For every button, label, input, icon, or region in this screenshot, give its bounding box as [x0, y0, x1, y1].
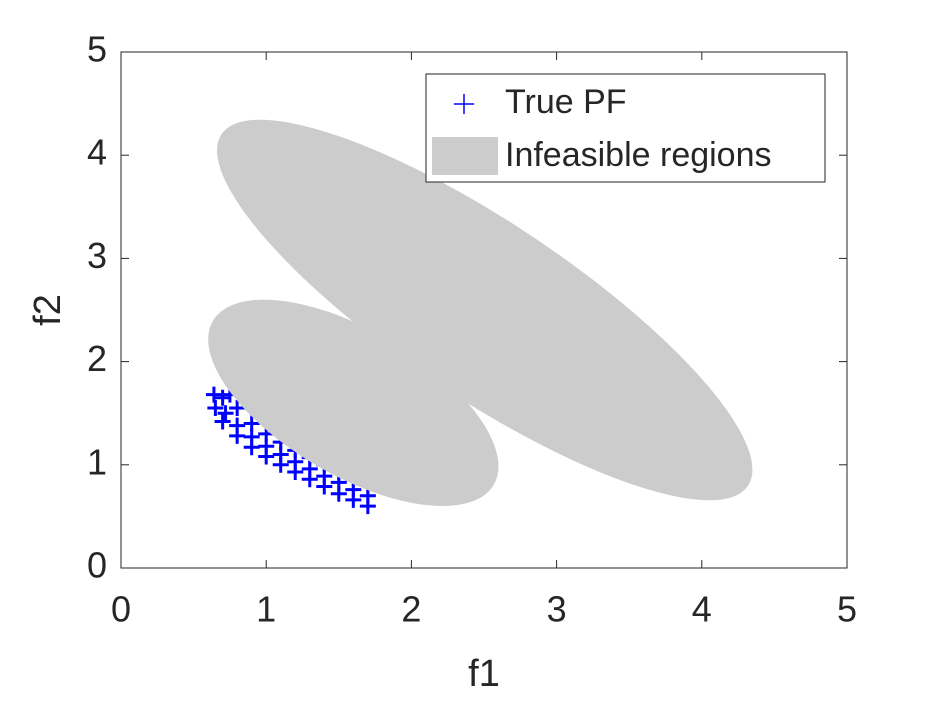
y-tick-label: 1: [87, 441, 107, 482]
plot-area: [205, 119, 753, 515]
y-tick-label: 4: [87, 132, 107, 173]
x-tick-label: 0: [111, 589, 131, 630]
point: [205, 386, 222, 403]
infeasible-region: [217, 119, 753, 501]
x-tick-label: 5: [837, 589, 857, 630]
legend-swatch: [432, 137, 498, 175]
point: [229, 417, 246, 434]
y-tick-label: 0: [87, 545, 107, 586]
y-axis-label: f2: [27, 294, 69, 326]
point: [214, 389, 231, 406]
y-tick-label: 5: [87, 29, 107, 70]
point: [207, 400, 224, 417]
point: [217, 405, 234, 422]
point: [243, 415, 260, 432]
y-tick-label: 3: [87, 235, 107, 276]
x-tick-label: 4: [692, 589, 712, 630]
x-axis-label: f1: [468, 653, 500, 695]
y-tick-label: 2: [87, 338, 107, 379]
point: [214, 413, 231, 430]
legend-marker: [454, 94, 474, 114]
x-tick-label: 3: [547, 589, 567, 630]
x-tick-label: 2: [401, 589, 421, 630]
legend-label: Infeasible regions: [505, 136, 772, 174]
legend-label: True PF: [505, 83, 627, 121]
point: [243, 428, 260, 445]
legend: True PF Infeasible regions: [425, 73, 826, 183]
x-tick-label: 1: [256, 589, 276, 630]
point: [229, 400, 246, 417]
infeasible-region: [208, 299, 499, 506]
axes-box: [120, 51, 848, 569]
